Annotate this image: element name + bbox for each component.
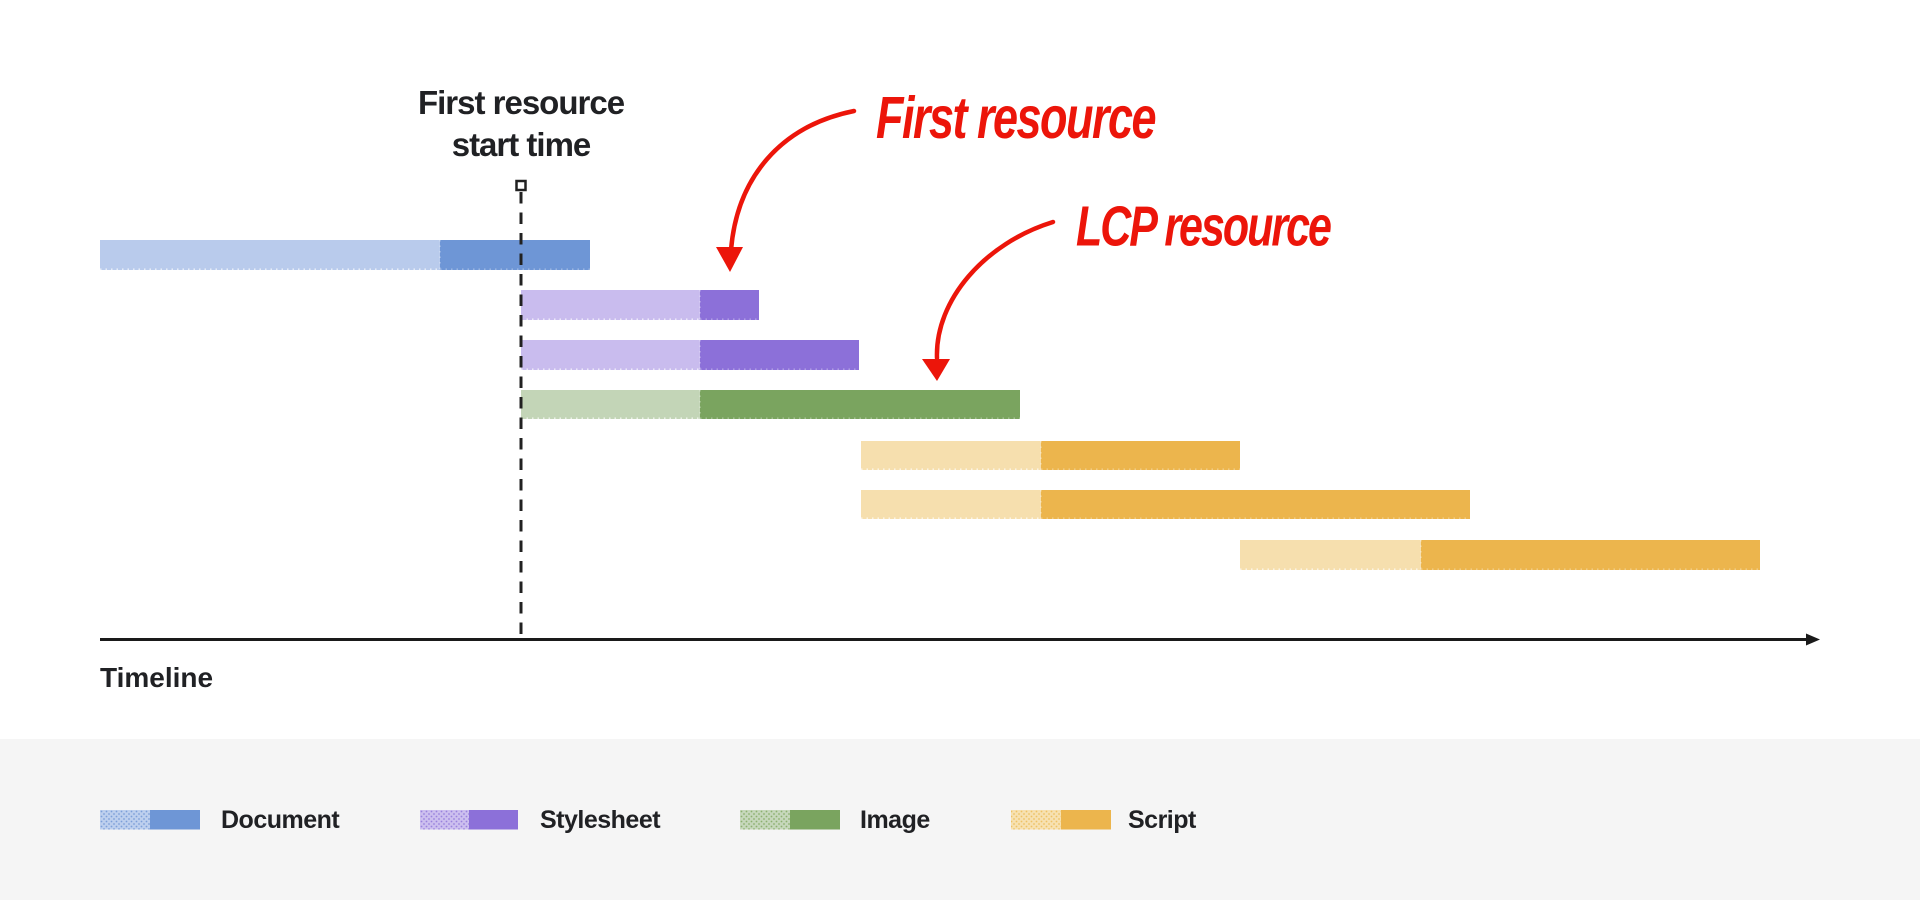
svg-text:First resource: First resource bbox=[418, 84, 625, 121]
svg-text:Stylesheet: Stylesheet bbox=[540, 806, 661, 834]
svg-text:Document: Document bbox=[221, 806, 340, 834]
svg-text:First resource: First resource bbox=[876, 85, 1155, 152]
svg-text:LCP resource: LCP resource bbox=[1076, 193, 1331, 257]
svg-text:start time: start time bbox=[452, 126, 591, 163]
svg-text:Script: Script bbox=[1128, 806, 1197, 834]
svg-text:Image: Image bbox=[860, 806, 930, 834]
svg-text:Timeline: Timeline bbox=[100, 662, 213, 693]
